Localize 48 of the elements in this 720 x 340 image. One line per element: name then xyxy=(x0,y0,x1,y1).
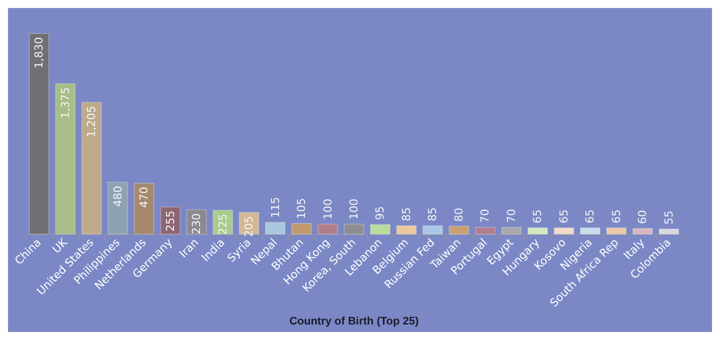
bar xyxy=(396,225,417,235)
bar xyxy=(344,224,364,235)
bar xyxy=(108,182,128,235)
bar xyxy=(580,227,600,235)
x-tick-label: Iran xyxy=(176,236,202,260)
data-label: 105 xyxy=(295,198,308,220)
data-label: 55 xyxy=(662,210,676,225)
bar xyxy=(448,226,470,235)
data-label: 95 xyxy=(374,206,387,220)
bar xyxy=(632,228,653,235)
x-axis-title: Country of Birth (Top 25) xyxy=(289,316,419,328)
data-label: 60 xyxy=(636,210,650,224)
data-label: 85 xyxy=(400,207,413,222)
data-label: 1,375 xyxy=(58,87,72,119)
bar xyxy=(28,33,50,235)
bar xyxy=(370,224,390,235)
data-label: 70 xyxy=(504,208,518,223)
bar xyxy=(606,227,627,235)
data-label: 115 xyxy=(268,196,282,218)
bar xyxy=(81,102,102,235)
data-label: 100 xyxy=(348,198,360,220)
bar xyxy=(291,223,312,235)
bar xyxy=(55,83,76,235)
data-label: 85 xyxy=(426,207,440,222)
data-label: 65 xyxy=(557,209,570,224)
data-label: 205 xyxy=(242,216,256,237)
data-label: 70 xyxy=(478,208,492,223)
data-label: 65 xyxy=(610,209,623,224)
data-label: 1,205 xyxy=(85,106,98,138)
bar xyxy=(474,226,496,235)
bar xyxy=(658,228,680,235)
data-label: 80 xyxy=(452,208,466,222)
bar xyxy=(318,224,338,235)
data-label: 65 xyxy=(531,209,544,224)
bar xyxy=(527,227,548,235)
data-label: 230 xyxy=(190,213,204,234)
bar xyxy=(501,226,522,235)
data-label: 65 xyxy=(584,209,597,224)
data-label: 470 xyxy=(138,186,151,208)
data-label: 100 xyxy=(321,198,334,220)
data-label: 225 xyxy=(216,214,230,235)
data-label: 1,830 xyxy=(32,37,46,68)
bar xyxy=(554,227,574,235)
bar xyxy=(422,225,443,235)
data-label: 255 xyxy=(164,210,177,232)
bar xyxy=(134,182,154,235)
bar xyxy=(265,222,286,235)
data-label: 480 xyxy=(111,186,124,207)
